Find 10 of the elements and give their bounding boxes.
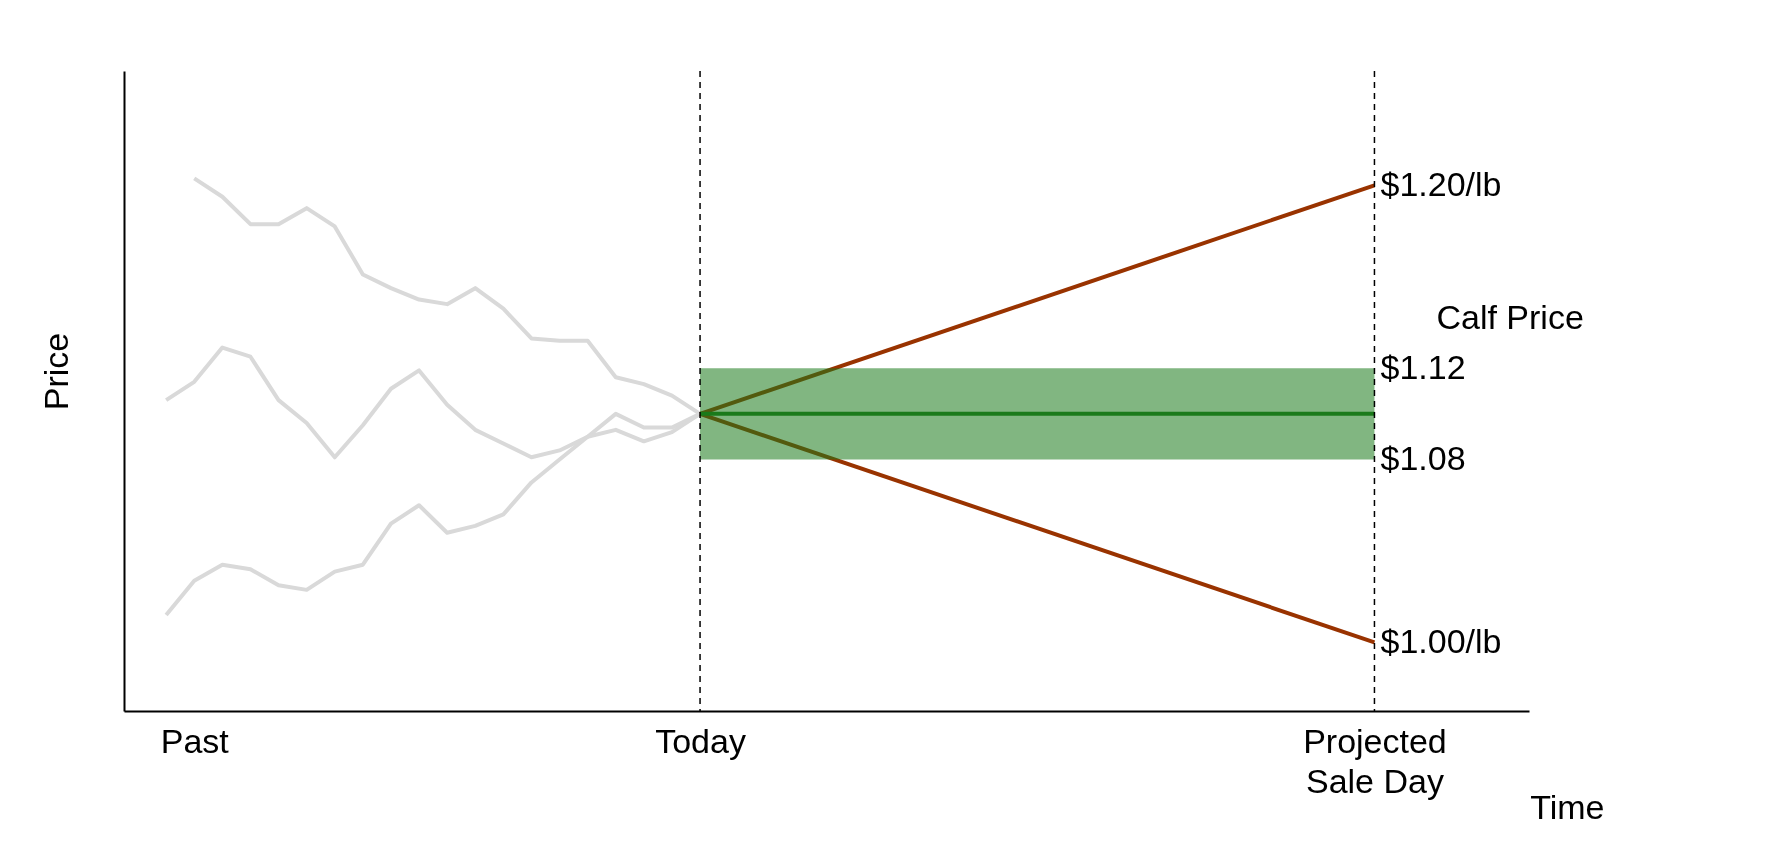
text: Calf Price: [1436, 297, 1584, 336]
x-tick-label: Past: [160, 721, 230, 760]
x-axis-title: Time: [1530, 787, 1605, 826]
y-axis-title: Price: [36, 332, 75, 411]
x-tick-label: Projected Sale Day: [1303, 721, 1447, 800]
y-tick-label: $1.00/lb: [1380, 621, 1502, 660]
x-tick-label: Today: [655, 721, 746, 760]
y-tick-label: $1.20/lb: [1380, 164, 1502, 203]
y-tick-label: $1.08: [1380, 439, 1466, 478]
y-tick-label: $1.12: [1380, 347, 1466, 386]
